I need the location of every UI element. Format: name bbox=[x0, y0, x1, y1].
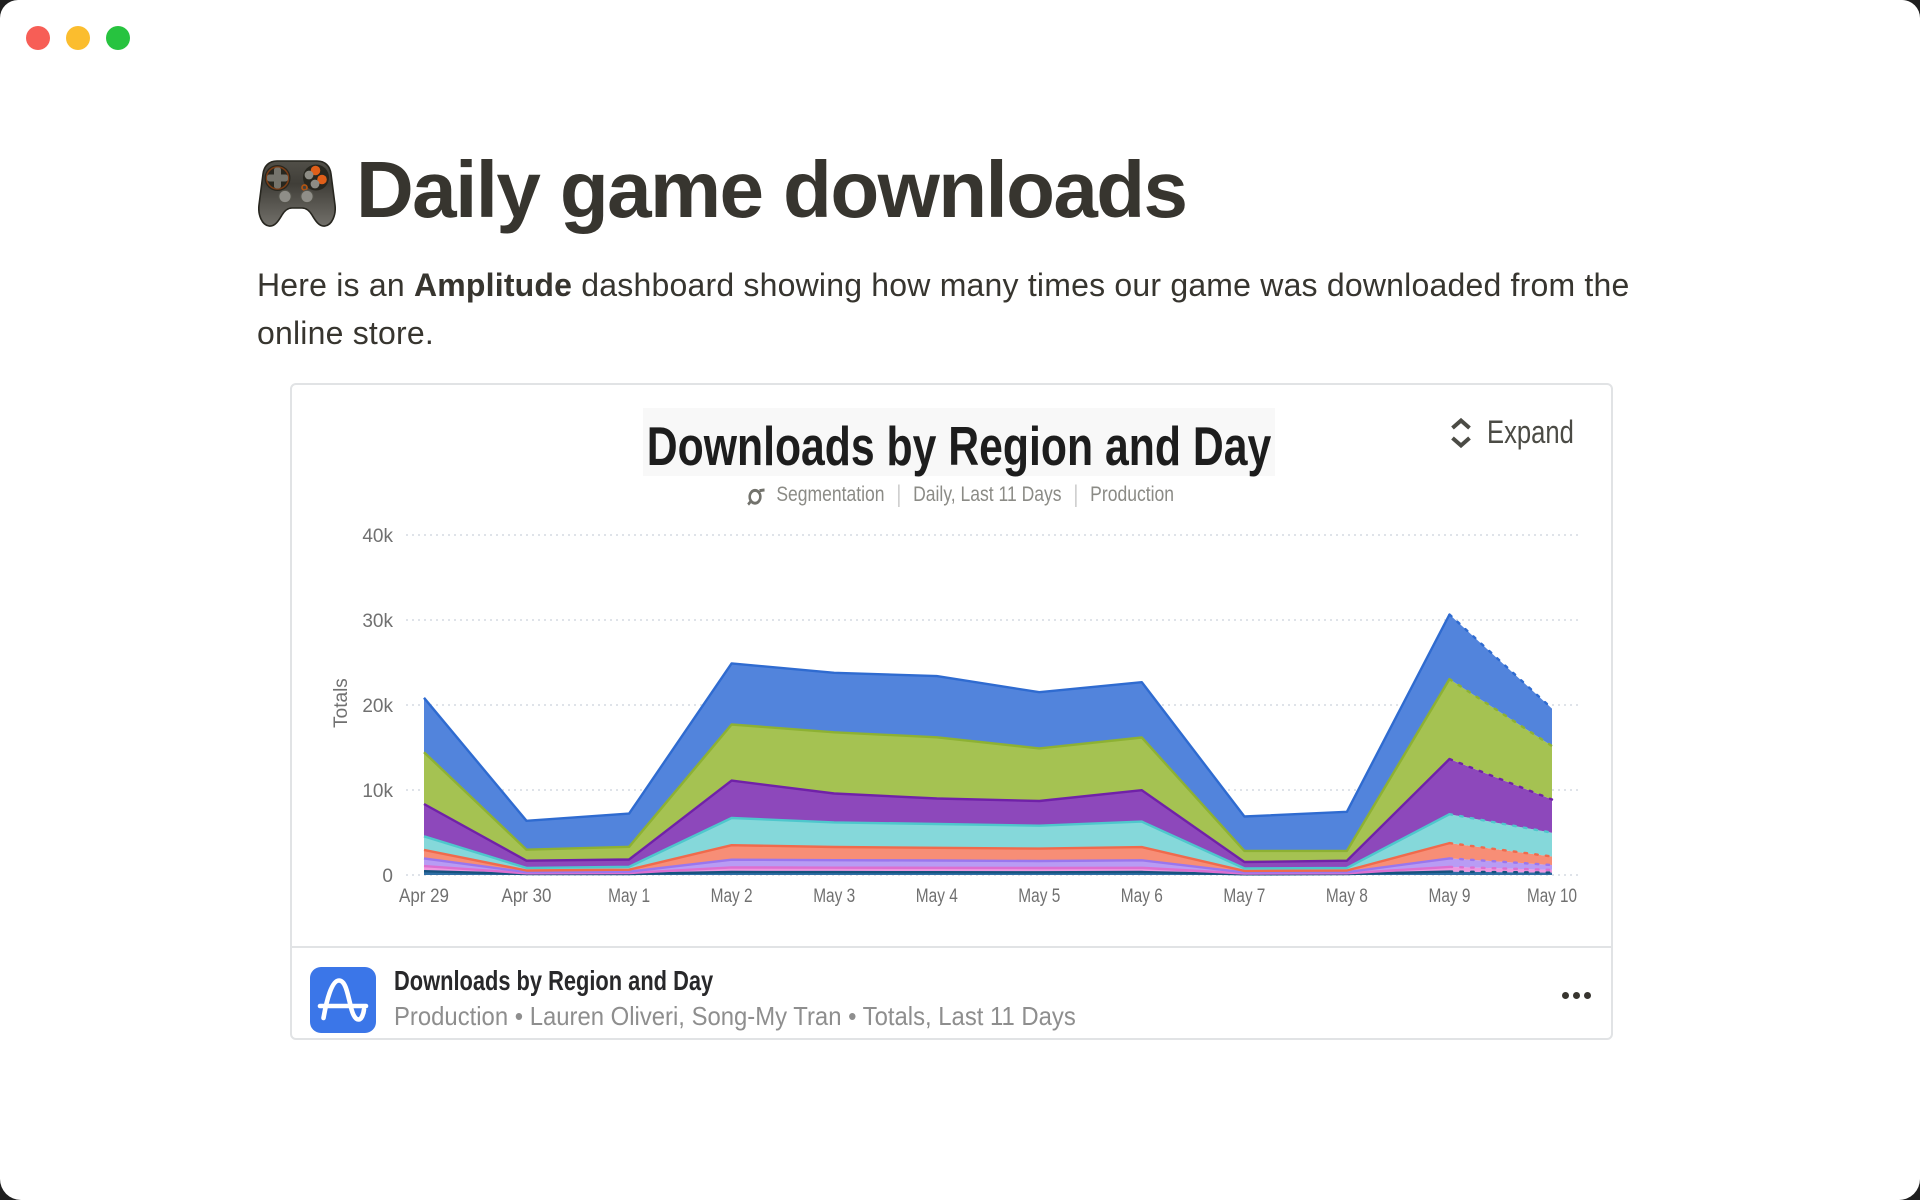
svg-text:May 5: May 5 bbox=[1018, 886, 1060, 907]
svg-text:May 2: May 2 bbox=[711, 886, 753, 907]
svg-text:May 1: May 1 bbox=[608, 886, 650, 907]
svg-text:10k: 10k bbox=[362, 781, 393, 802]
svg-text:30k: 30k bbox=[362, 611, 393, 632]
svg-text:May 8: May 8 bbox=[1326, 886, 1368, 907]
svg-text:20k: 20k bbox=[362, 696, 393, 717]
svg-text:Totals: Totals bbox=[331, 678, 352, 728]
svg-text:May 4: May 4 bbox=[916, 886, 958, 907]
svg-text:May 9: May 9 bbox=[1429, 886, 1471, 907]
svg-text:May 10: May 10 bbox=[1527, 886, 1577, 907]
svg-text:Apr 29: Apr 29 bbox=[399, 886, 449, 907]
svg-text:May 6: May 6 bbox=[1121, 886, 1163, 907]
svg-text:0: 0 bbox=[382, 866, 393, 887]
svg-text:40k: 40k bbox=[362, 526, 393, 547]
svg-text:May 3: May 3 bbox=[813, 886, 855, 907]
svg-text:Apr 30: Apr 30 bbox=[502, 886, 552, 907]
svg-text:May 7: May 7 bbox=[1223, 886, 1265, 907]
